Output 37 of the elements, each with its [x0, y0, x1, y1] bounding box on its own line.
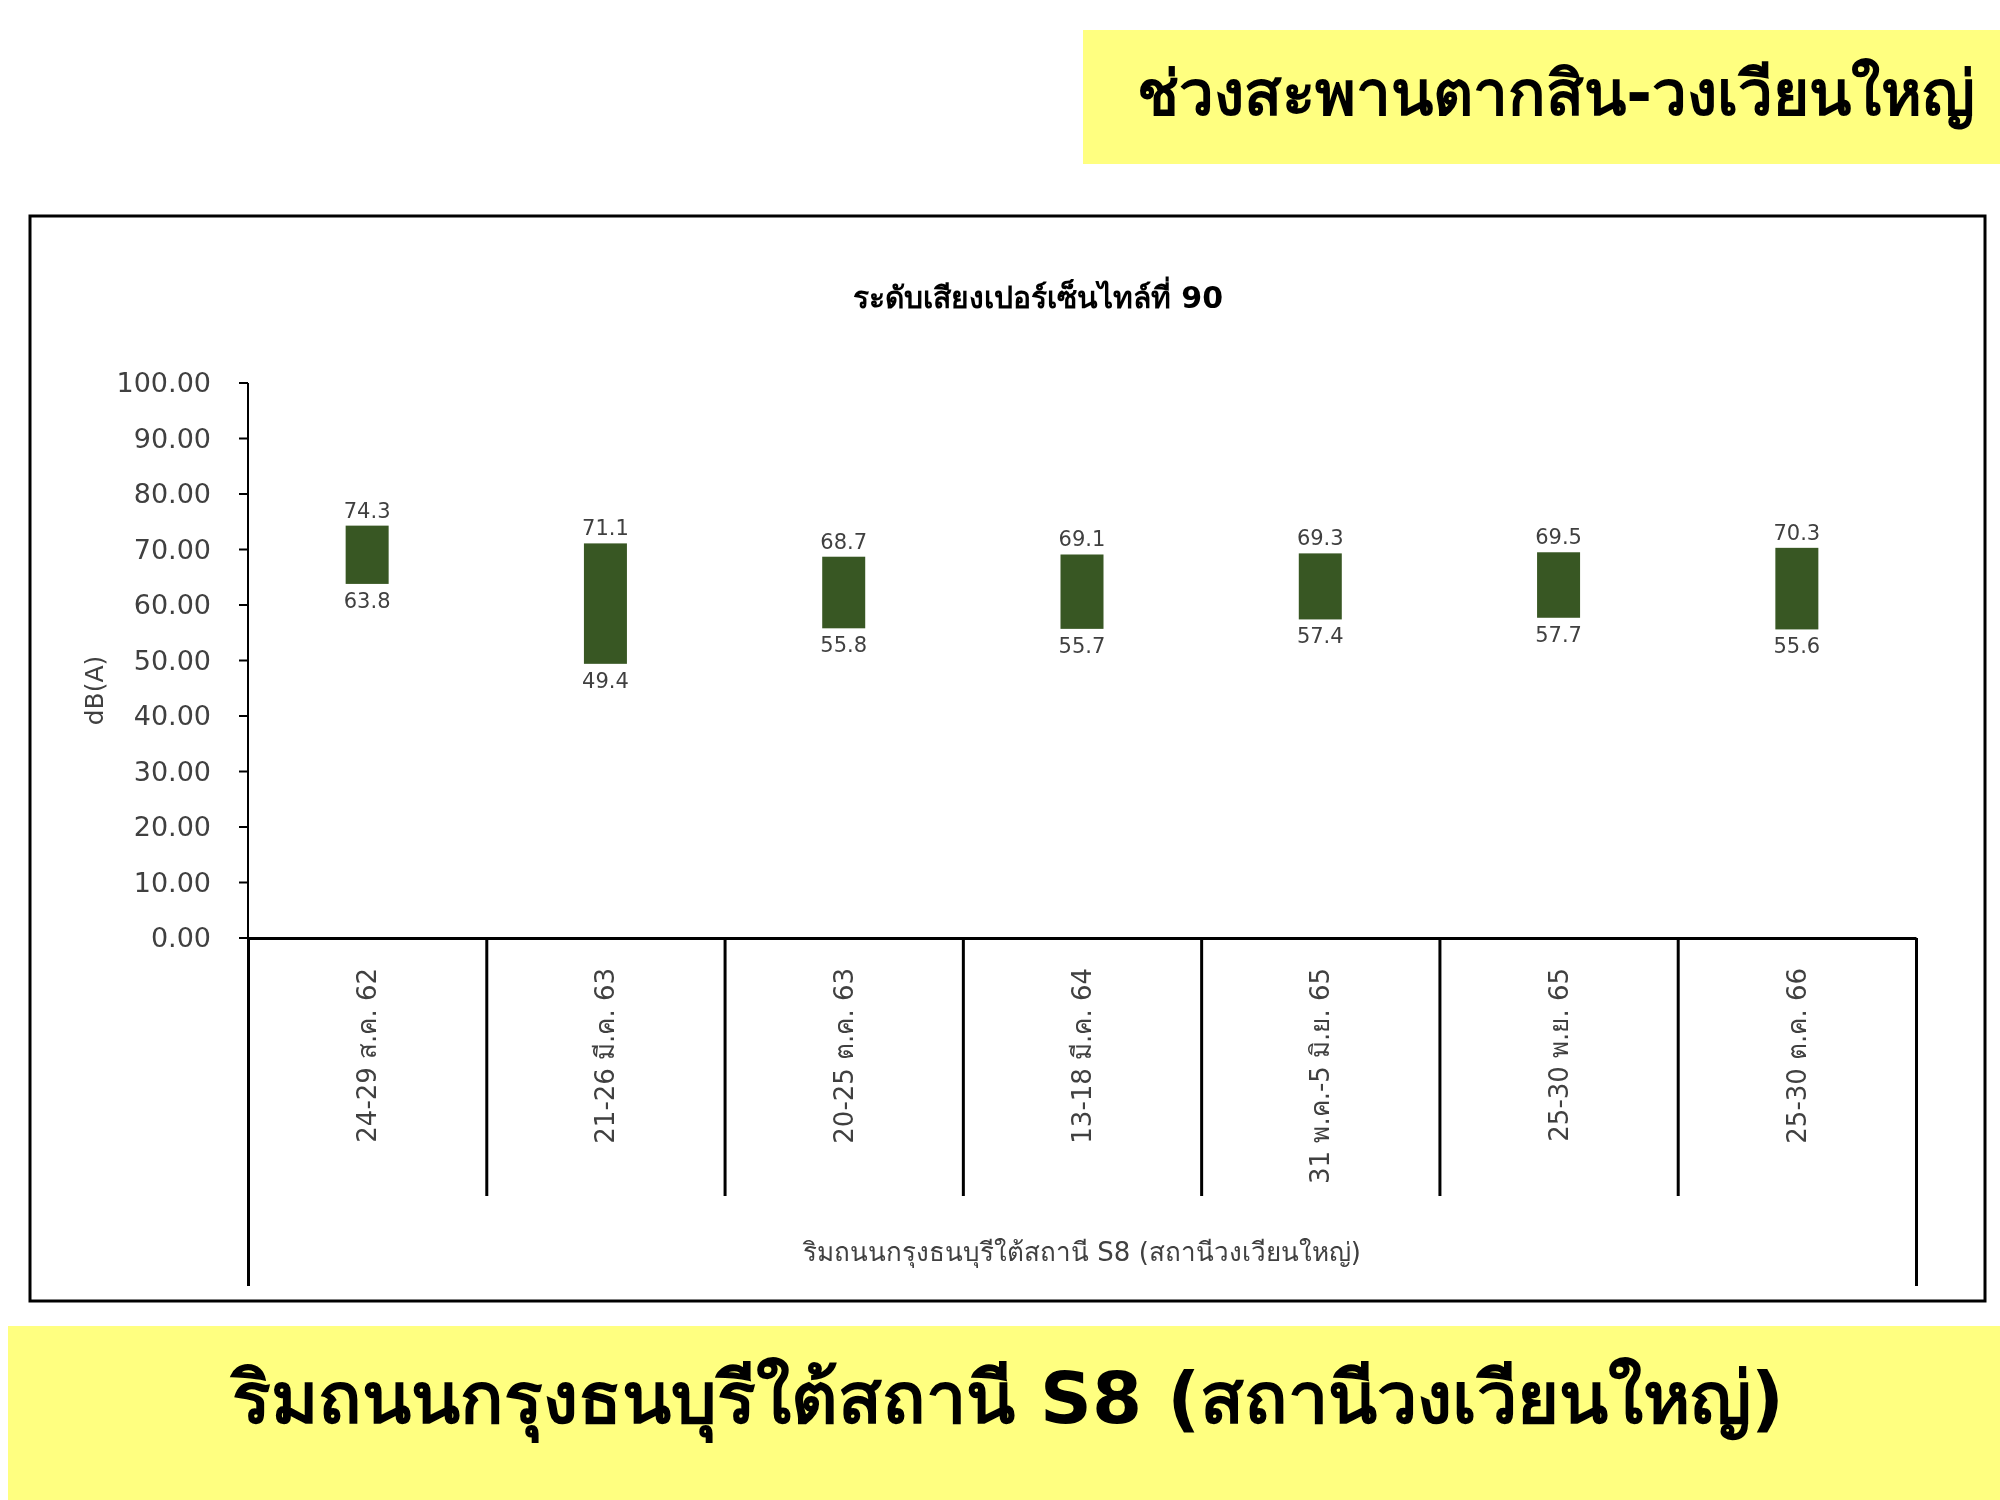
annotation: 55.7 [1058, 633, 1106, 658]
x-axis-title: ริมถนนกรุงธนบุรีใต้สถานี S8 (สถานีวงเวียนใหญ่) [802, 1237, 1361, 1268]
annotation: 57.7 [1535, 622, 1582, 647]
annotation: 55.6 [1773, 634, 1821, 659]
annotation: 74.3 [343, 498, 391, 523]
y-tick-label: 10.00 [133, 866, 211, 898]
y-tick-label: 40.00 [133, 700, 211, 732]
x-tick-label: 25-30 พ.ย. 65 [1543, 968, 1574, 1142]
annotation: 69.1 [1058, 527, 1106, 552]
x-tick-label: 24-29 ส.ค. 62 [352, 968, 383, 1143]
annotation: 57.4 [1296, 624, 1344, 649]
y-tick-label: 50.00 [133, 644, 211, 676]
y-tick-label: 80.00 [133, 478, 211, 510]
y-tick-label: 30.00 [133, 755, 211, 787]
x-tick-label: 13-18 มี.ค. 64 [1067, 968, 1097, 1144]
chart-subtitle: ช่วงสะพานตากสิน-วงเวียนใหญ่ [1137, 57, 1975, 130]
annotation: 69.5 [1535, 525, 1582, 550]
y-tick-label: 100.00 [116, 367, 211, 399]
annotation: 63.8 [343, 588, 391, 613]
chart-title: ระดับเสียงเปอร์เซ็นไทล์ที่ 90 [852, 276, 1224, 315]
y-axis-title: dB(A) [80, 655, 109, 726]
annotation: 68.7 [820, 529, 868, 554]
annotation: 70.3 [1773, 520, 1821, 545]
x-tick-label: 31 พ.ค.-5 มิ.ย. 65 [1305, 968, 1336, 1184]
annotation: 69.3 [1296, 526, 1344, 551]
text: ริมถนนกรุงธนบุรีใต้สถานี S8 (สถานีวงเวียนใหญ่) [229, 1356, 1784, 1444]
y-tick-label: 60.00 [133, 589, 211, 621]
y-tick-label: 0.00 [150, 922, 211, 954]
x-tick-label: 20-25 ต.ค. 63 [828, 968, 859, 1144]
x-tick-label: 21-26 มี.ค. 63 [590, 968, 621, 1144]
annotation: 49.4 [582, 668, 629, 693]
y-tick-label: 90.00 [133, 422, 211, 454]
y-tick-label: 20.00 [133, 811, 211, 843]
annotation: 55.8 [820, 633, 868, 658]
y-tick-label: 70.00 [133, 533, 211, 565]
annotation: 71.1 [582, 516, 629, 541]
x-tick-label: 25-30 ต.ค. 66 [1781, 968, 1812, 1144]
